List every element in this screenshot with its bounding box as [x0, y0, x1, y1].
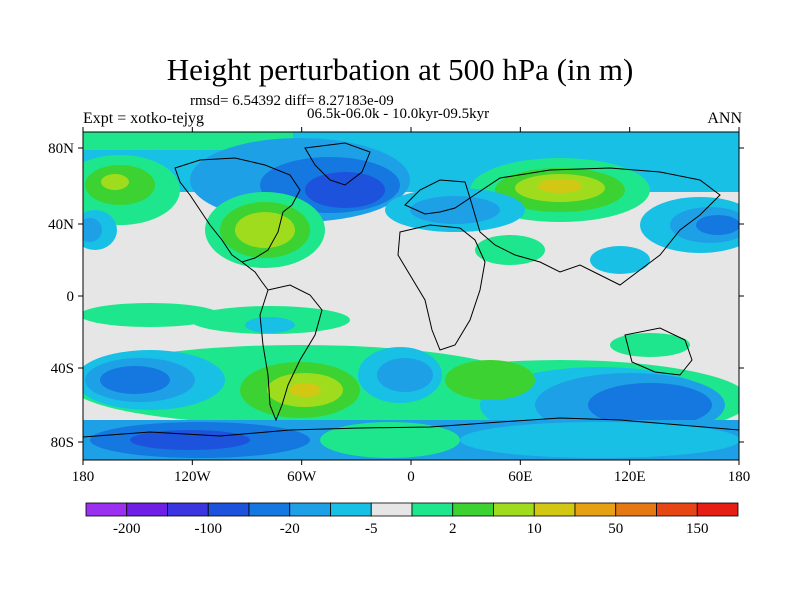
field-blob	[460, 422, 739, 458]
coastline-antarctica	[83, 417, 739, 438]
colorbar-label: 2	[449, 521, 457, 537]
x-tick-label: 0	[407, 469, 415, 485]
field-blob	[245, 317, 295, 333]
colorbar-swatch	[533, 502, 576, 517]
x-tick-label: 120E	[614, 469, 646, 485]
coastline-central-america	[241, 261, 269, 291]
colorbar: -200 -100 -20 -5 2 10 50 150	[85, 502, 739, 537]
field-blob	[83, 303, 220, 327]
field-blob	[590, 246, 650, 274]
y-tick-label: 0	[67, 289, 75, 305]
field-blob	[289, 383, 321, 397]
colorbar-swatch	[85, 502, 128, 517]
field-blob	[610, 333, 690, 357]
colorbar-label: -5	[365, 521, 378, 537]
coastline-north-america	[174, 157, 301, 263]
colorbar-swatch	[452, 502, 494, 517]
period-label: 06.5k-06.0k - 10.0kyr-09.5kyr	[307, 106, 490, 122]
field-blob	[377, 358, 433, 392]
colorbar-swatch	[248, 502, 291, 517]
colorbar-swatch	[370, 502, 413, 517]
colorbar-swatch	[696, 502, 739, 517]
colorbar-swatch	[411, 502, 454, 517]
rmsd-diff-stats: rmsd= 6.54392 diff= 8.27183e-09	[190, 93, 394, 109]
colorbar-label: 10	[527, 521, 542, 537]
x-tick-label: 180	[72, 469, 95, 485]
colorbar-label: 50	[608, 521, 623, 537]
field-blob	[100, 366, 170, 394]
coastline-greenland	[304, 142, 371, 186]
season-label: ANN	[707, 110, 742, 127]
coastline-asia	[469, 167, 721, 286]
field-blob	[320, 422, 460, 458]
x-tick-label: 60W	[287, 469, 317, 485]
field-blob	[235, 212, 295, 248]
y-tick-label: 80S	[51, 435, 74, 451]
field-blob	[83, 218, 102, 242]
field-blob	[305, 172, 385, 208]
colorbar-label: -200	[113, 521, 141, 537]
x-tick-label: 180	[728, 469, 751, 485]
colorbar-swatch	[207, 502, 250, 517]
coastline-australia	[624, 327, 693, 376]
axis-ticks: 180 120W 60W 0 60E 120E 180 80N 40N 0 40S 80S	[48, 127, 750, 485]
colorbar-swatch	[615, 502, 657, 517]
field-blob	[410, 196, 500, 224]
map-title: Height perturbation at 500 hPa (in m)	[166, 52, 634, 87]
y-tick-label: 80N	[48, 141, 74, 157]
field-blob	[696, 215, 739, 235]
field-blob	[445, 360, 535, 400]
x-tick-label: 60E	[508, 469, 532, 485]
field-blob	[588, 383, 712, 427]
colorbar-swatch	[126, 502, 168, 517]
experiment-label: Expt = xotko-tejyg	[83, 110, 205, 127]
coastline-south-america	[259, 284, 323, 422]
colorbar-swatch	[167, 502, 209, 517]
field-blob	[101, 174, 129, 190]
field-blob	[130, 430, 250, 450]
colorbar-label: 150	[686, 521, 709, 537]
y-tick-label: 40N	[48, 217, 74, 233]
colorbar-swatch	[330, 502, 372, 517]
coastline-africa	[397, 224, 486, 351]
colorbar-swatch	[574, 502, 617, 517]
colorbar-label: -100	[195, 521, 223, 537]
field-blob	[538, 179, 582, 193]
height-field	[83, 132, 739, 460]
colorbar-swatch	[289, 502, 331, 517]
y-tick-label: 40S	[51, 361, 74, 377]
colorbar-label: -20	[280, 521, 300, 537]
x-tick-label: 120W	[174, 469, 212, 485]
colorbar-swatch	[493, 502, 535, 517]
colorbar-swatch	[656, 502, 698, 517]
coastlines	[83, 142, 739, 438]
